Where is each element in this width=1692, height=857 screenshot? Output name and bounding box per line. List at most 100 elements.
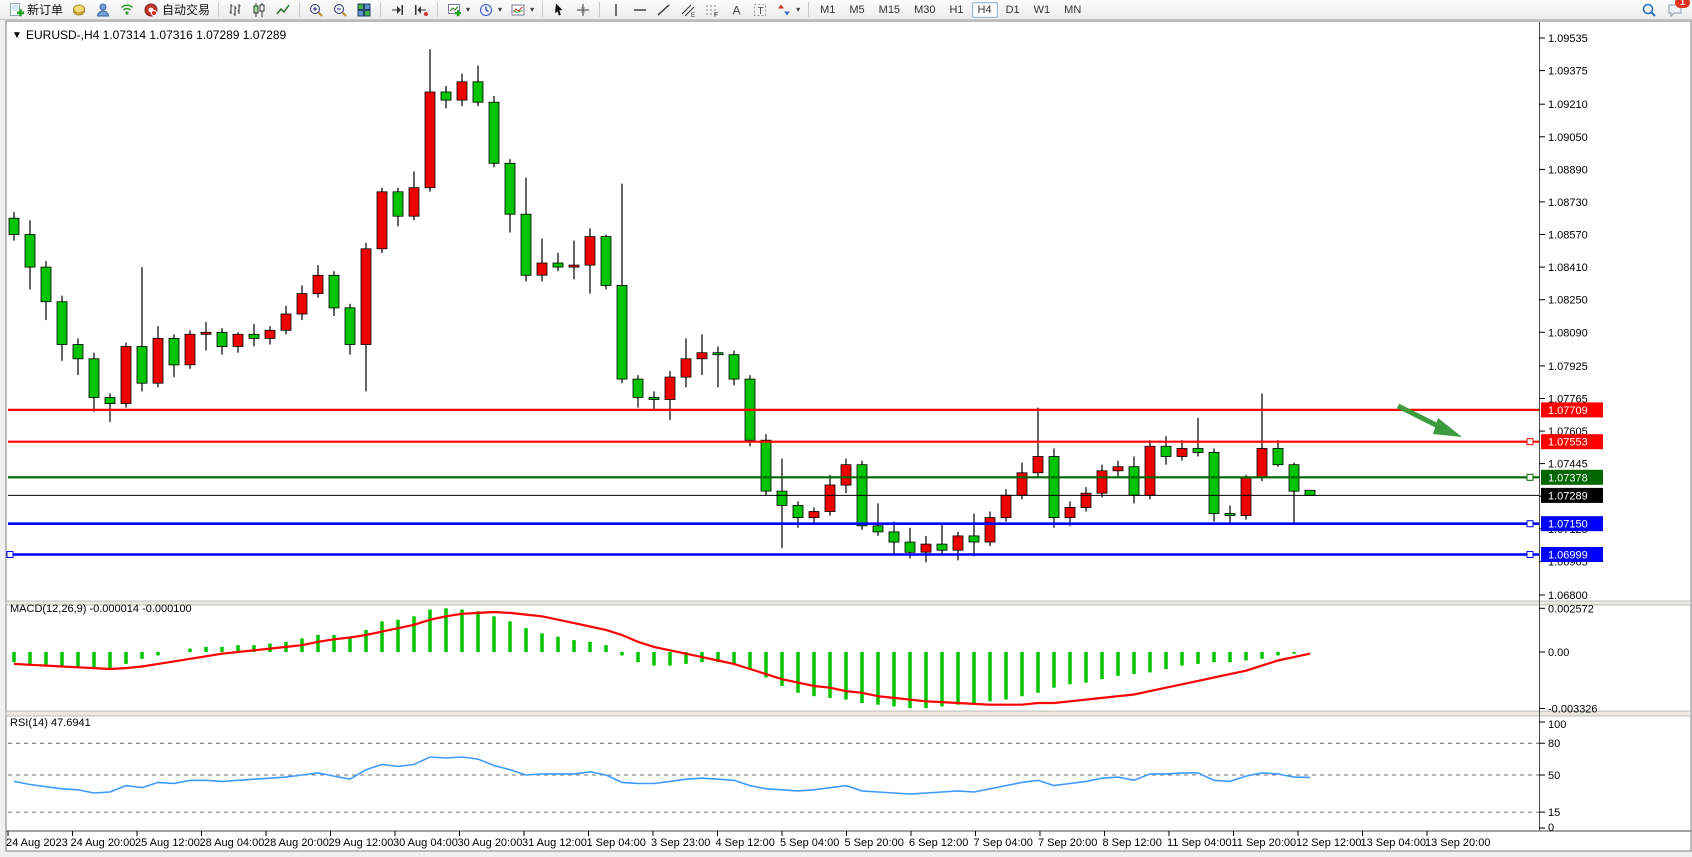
new-chart-icon <box>446 2 462 18</box>
template-button[interactable]: ▾ <box>506 0 538 20</box>
cursor-button[interactable] <box>547 0 571 20</box>
fibo-icon: F <box>704 2 720 18</box>
svg-text:50: 50 <box>1548 770 1560 782</box>
arrows-button[interactable]: ▾ <box>772 0 804 20</box>
svg-text:100: 100 <box>1548 719 1566 731</box>
candle-chart-button[interactable] <box>247 0 271 20</box>
crosshair-button[interactable] <box>571 0 595 20</box>
chart-shift-button[interactable] <box>385 0 409 20</box>
chevron-down-icon: ▾ <box>796 5 801 14</box>
svg-text:11 Sep 20:00: 11 Sep 20:00 <box>1232 837 1297 849</box>
label-button[interactable]: T <box>748 0 772 20</box>
svg-text:1.08090: 1.08090 <box>1548 327 1588 339</box>
template-icon <box>510 2 526 18</box>
timeframe-button-m5[interactable]: M5 <box>849 3 865 16</box>
bar-chart-button[interactable] <box>223 0 247 20</box>
line-chart-button[interactable] <box>271 0 295 20</box>
timeframe-button-h4[interactable]: H4 <box>971 1 998 18</box>
tile-windows-button[interactable] <box>352 0 376 20</box>
zoom-out-button[interactable] <box>328 0 352 20</box>
toolbar-separator <box>599 2 601 17</box>
svg-text:13 Sep 04:00: 13 Sep 04:00 <box>1361 837 1426 849</box>
svg-text:1.08410: 1.08410 <box>1548 262 1588 274</box>
toolbar-separator <box>380 2 382 17</box>
svg-text:5 Sep 04:00: 5 Sep 04:00 <box>780 837 839 849</box>
bars-icon <box>227 2 243 18</box>
chart-frame <box>5 20 1692 852</box>
svg-text:30 Aug 20:00: 30 Aug 20:00 <box>458 837 523 849</box>
rsi-label: RSI(14) 47.6941 <box>10 717 91 729</box>
text-button[interactable]: A <box>724 0 748 20</box>
panel-separator[interactable] <box>5 710 1692 717</box>
collapse-icon[interactable]: ▼ <box>12 30 22 41</box>
fibonacci-button[interactable]: F <box>700 0 724 20</box>
horizontal-line-button[interactable] <box>628 0 652 20</box>
price-badges: 1.07709 1.07553 1.07378 1.07289 1.07150 1.069… <box>1541 402 1603 562</box>
timeframe-button-m15[interactable]: M15 <box>878 3 901 16</box>
chat-button[interactable]: 1 <box>1662 0 1690 20</box>
svg-text:30 Aug 04:00: 30 Aug 04:00 <box>393 837 458 849</box>
equidistant-channel-button[interactable]: E <box>676 0 700 20</box>
toolbar: 新订单 自动交易 ▾ ▾ ▾ E F A T ▾ M1 M5 M15 M30 H1 H4 D1 W1 MN 1 <box>0 0 1692 20</box>
timeframe-button-m30[interactable]: M30 <box>914 3 936 16</box>
svg-text:31 Aug 12:00: 31 Aug 12:00 <box>522 837 587 849</box>
deposit-button[interactable] <box>67 0 91 20</box>
crosshair-icon <box>575 2 591 18</box>
timeframe-button-w1[interactable]: W1 <box>1033 3 1051 16</box>
labelT-icon: T <box>752 2 768 18</box>
svg-text:24 Aug 2023: 24 Aug 2023 <box>6 837 68 849</box>
search-icon <box>1640 1 1658 19</box>
timeframe-button-m1[interactable]: M1 <box>820 3 836 16</box>
clock-icon <box>478 2 494 18</box>
textA-icon: A <box>728 2 744 18</box>
auto-scroll-button[interactable] <box>409 0 433 20</box>
svg-text:1.07378: 1.07378 <box>1548 472 1588 484</box>
zoom-in-button[interactable] <box>304 0 328 20</box>
trendline-button[interactable] <box>652 0 676 20</box>
vertical-line-button[interactable] <box>604 0 628 20</box>
toolbar-separator <box>808 2 810 17</box>
svg-text:1.06800: 1.06800 <box>1548 590 1588 602</box>
chevron-down-icon: ▾ <box>498 5 503 14</box>
svg-text:T: T <box>758 6 764 17</box>
chart-title: EURUSD-,H4 1.07314 1.07316 1.07289 1.072… <box>26 28 287 42</box>
svg-text:80: 80 <box>1548 738 1560 750</box>
community-button[interactable] <box>91 0 115 20</box>
search-button[interactable] <box>1636 0 1662 20</box>
chevron-down-icon: ▾ <box>530 5 535 14</box>
coin-icon <box>71 2 87 18</box>
autotrade-button-label: 自动交易 <box>162 3 211 17</box>
svg-text:1.09050: 1.09050 <box>1548 132 1588 144</box>
linechart-icon <box>275 2 291 18</box>
timeframe-button-mn[interactable]: MN <box>1064 3 1082 16</box>
svg-text:A: A <box>733 3 741 17</box>
channel-icon: E <box>680 2 696 18</box>
timeframe-button-d1[interactable]: D1 <box>1005 3 1020 16</box>
shift-icon <box>389 2 405 18</box>
person-icon <box>95 2 111 18</box>
period-button[interactable]: ▾ <box>474 0 506 20</box>
autotrade-button[interactable]: 自动交易 <box>139 0 214 20</box>
chevron-down-icon: ▾ <box>466 5 471 14</box>
svg-text:11 Sep 04:00: 11 Sep 04:00 <box>1167 837 1232 849</box>
new-order-button[interactable]: 新订单 <box>4 0 67 20</box>
autotrade-icon <box>143 2 159 18</box>
cursor-icon <box>551 2 567 18</box>
panel-separator[interactable] <box>5 600 1692 606</box>
arrow-annotation[interactable] <box>1396 403 1462 437</box>
svg-text:1.06999: 1.06999 <box>1548 550 1588 562</box>
svg-text:13 Sep 20:00: 13 Sep 20:00 <box>1425 837 1490 849</box>
timeframe-button-h1[interactable]: H1 <box>949 3 964 16</box>
svg-text:1.09535: 1.09535 <box>1548 33 1588 45</box>
hline-objects[interactable] <box>6 408 1539 558</box>
svg-text:1.07289: 1.07289 <box>1548 490 1588 502</box>
signals-button[interactable] <box>115 0 139 20</box>
svg-text:1.09210: 1.09210 <box>1548 99 1588 111</box>
svg-text:29 Aug 12:00: 29 Aug 12:00 <box>329 837 394 849</box>
new-chart-button[interactable]: ▾ <box>442 0 474 20</box>
chart-canvas[interactable]: ▼ EURUSD-,H4 1.07314 1.07316 1.07289 1.07… <box>0 20 1692 852</box>
vline-icon <box>608 2 624 18</box>
chart-window[interactable]: ▼ EURUSD-,H4 1.07314 1.07316 1.07289 1.07… <box>0 20 1692 852</box>
toolbar-separator <box>542 2 544 17</box>
signal-icon <box>119 2 135 18</box>
